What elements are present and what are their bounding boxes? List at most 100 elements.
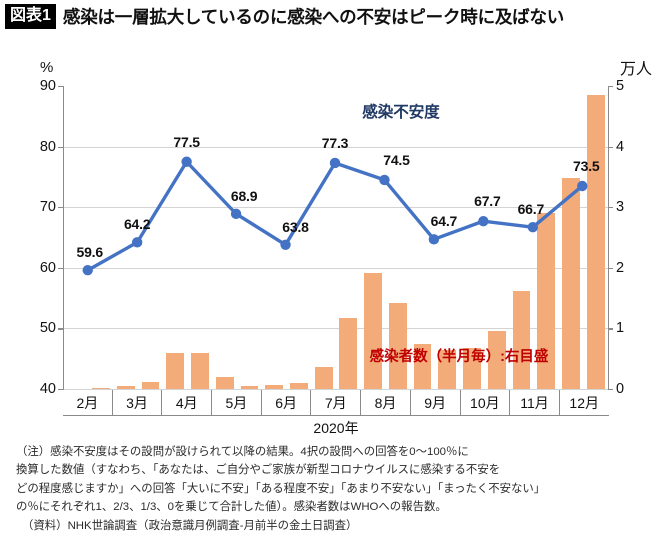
x-axis-tick-6: 7月: [311, 390, 362, 415]
gridline: [64, 328, 608, 330]
left-axis-tick-label: 60: [39, 259, 56, 276]
line-data-point: [181, 156, 192, 167]
right-axis-tick-label: 0: [616, 380, 625, 397]
right-axis-tick-label: 5: [616, 77, 625, 94]
right-axis-tickmark: [608, 86, 613, 88]
bar: [116, 385, 135, 389]
line-data-point: [527, 221, 539, 233]
gridline: [64, 267, 608, 269]
gridline: [64, 146, 608, 148]
footnote-line-1: （注）感染不安度はその設問が設けられて以降の結果。4択の設問への回答を0〜100…: [16, 446, 469, 458]
line-point-label: 59.6: [76, 244, 103, 261]
left-axis-tickmark: [58, 146, 63, 148]
right-axis-tick-label: 1: [616, 320, 625, 337]
x-axis-title: 2020年: [313, 420, 359, 436]
bar: [166, 352, 185, 389]
x-axis-tick-1: 2月: [63, 390, 113, 415]
chart-title-bar: 図表1 感染は一層拡大しているのに感染への不安はピーク時に及ばない: [0, 0, 670, 33]
line-point-label: 67.7: [474, 193, 501, 210]
line-point-label: 73.5: [573, 157, 600, 174]
bar: [413, 344, 432, 389]
bar: [512, 290, 531, 389]
line-data-point: [230, 208, 242, 220]
line-data-point: [577, 180, 588, 192]
bar: [141, 381, 160, 389]
left-axis-tick-label: 40: [39, 380, 56, 397]
line-point-label: 64.7: [430, 213, 458, 230]
bar: [215, 376, 234, 389]
page-title: 感染は一層拡大しているのに感染への不安はピーク時に及ばない: [62, 7, 565, 27]
bar-series-annotation: 感染者数（半月毎）:右目盛: [369, 349, 549, 366]
gridline: [64, 389, 608, 390]
line-data-point: [428, 234, 440, 245]
line-path: [86, 160, 584, 272]
bar: [314, 366, 333, 389]
right-axis-tickmark: [608, 207, 613, 209]
bar: [562, 178, 580, 389]
x-axis-tick-4: 5月: [212, 390, 262, 415]
left-axis-tick-label: 70: [39, 198, 56, 215]
x-axis-tick-5: 6月: [262, 390, 312, 415]
x-axis-tick-8: 9月: [411, 390, 461, 415]
x-axis-tick-11: 12月: [569, 394, 599, 411]
right-axis-tick-label: 2: [616, 259, 625, 276]
bar-series-layer: [64, 86, 608, 389]
bar: [290, 382, 308, 389]
bar: [388, 302, 407, 389]
x-axis-tick-2: 3月: [113, 390, 163, 415]
right-axis-tickmark: [608, 267, 613, 270]
right-axis-unit: 万人: [620, 61, 653, 78]
line-data-point: [379, 174, 390, 186]
footnote-line-4: の％にそれぞれ1、2/3、1/3、0を乗じて合計した値）。感染者数はWHOへの報…: [16, 501, 447, 514]
gridline: [64, 207, 608, 209]
bar: [92, 387, 110, 389]
bar: [339, 318, 358, 389]
x-axis-tick-10: 11月: [510, 390, 560, 415]
bar: [463, 347, 481, 389]
footnote-line-3: どの程度感じますか」への回答「大いに不安」「ある程度不安」「あまり不安ない」「ま…: [16, 482, 546, 495]
bar: [265, 385, 284, 389]
x-axis-tick-3: 4月: [162, 390, 213, 415]
line-data-point: [82, 265, 93, 276]
bar: [487, 331, 506, 389]
bar: [586, 95, 605, 389]
line-point-label: 68.9: [230, 187, 258, 204]
bar: [191, 353, 209, 389]
footnote-source: （資料）NHK世論調査（政治意識月例調査-月前半の金土日調査）: [22, 519, 358, 532]
left-axis-tickmark: [58, 207, 63, 209]
right-axis-tickmark: [608, 389, 613, 391]
footnote-line-2: 換算した数値（すなわち、「あなたは、ご自分やご家族が新型コロナウイルスに感染する…: [16, 464, 501, 477]
left-axis-tick-label: 50: [39, 320, 56, 337]
line-point-label: 77.3: [321, 134, 349, 151]
line-data-point: [131, 237, 143, 248]
line-point-label: 74.5: [383, 151, 410, 168]
chart-container: % 万人 90 80 70 60 50 40 5 4 3 2 1 0 59.6 64.2 77.5 68.…: [0, 33, 670, 438]
figure-number-badge: 図表1: [5, 4, 56, 29]
line-point-label: 64.2: [123, 216, 151, 233]
line-data-point: [478, 215, 489, 227]
right-axis-tickmark: [608, 328, 613, 330]
left-axis-tick-label: 80: [39, 138, 56, 155]
line-series-layer: [82, 156, 588, 276]
left-axis-tick-label: 90: [39, 77, 56, 94]
line-data-point: [280, 239, 291, 250]
line-data-point: [329, 157, 341, 169]
x-axis-categories: 2月 3月 4月 5月 6月 7月 8月 9月 10月 11月 12月: [63, 390, 609, 416]
line-point-label: 63.8: [282, 218, 309, 235]
right-axis-tick-label: 4: [616, 138, 625, 155]
right-axis-tickmark: [608, 146, 613, 148]
bar: [438, 350, 457, 389]
line-point-label: 77.5: [173, 133, 200, 150]
x-axis-tick-9: 10月: [461, 390, 511, 415]
x-axis-tick-7: 8月: [361, 390, 411, 415]
plot-area: [63, 86, 609, 390]
line-series-annotation: 感染不安度: [362, 104, 440, 121]
left-axis-unit: %: [40, 59, 54, 76]
left-axis-tickmark: [58, 389, 63, 391]
left-axis-tickmark: [58, 86, 63, 88]
bar: [240, 385, 259, 389]
bar: [537, 213, 556, 389]
line-point-label: 66.7: [517, 201, 545, 218]
right-axis-tick-label: 3: [616, 198, 625, 215]
left-axis-tickmark: [58, 328, 63, 330]
